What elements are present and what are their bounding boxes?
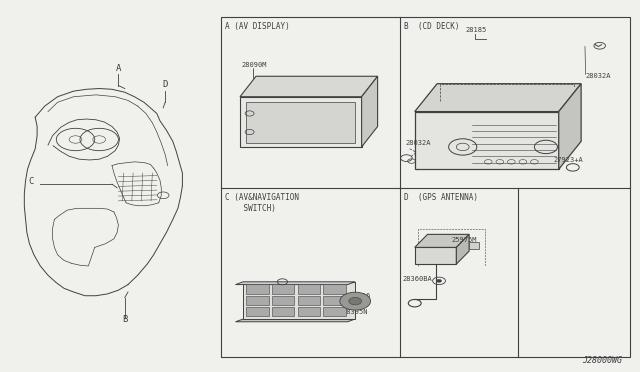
Text: C: C <box>28 177 33 186</box>
Text: A (AV DISPLAY): A (AV DISPLAY) <box>225 22 290 31</box>
Polygon shape <box>246 102 355 143</box>
Polygon shape <box>236 319 355 322</box>
Bar <box>420 127 431 134</box>
Bar <box>420 148 431 154</box>
Bar <box>436 127 447 134</box>
Polygon shape <box>415 84 581 112</box>
Text: C (AV&NAVIGATION
    SWITCH): C (AV&NAVIGATION SWITCH) <box>225 193 300 213</box>
Bar <box>298 295 320 305</box>
Text: 28395N: 28395N <box>342 310 368 315</box>
Bar <box>323 284 346 294</box>
Polygon shape <box>240 97 362 147</box>
Bar <box>420 158 431 165</box>
Polygon shape <box>362 76 378 147</box>
Text: 27923+A: 27923+A <box>554 157 583 163</box>
Polygon shape <box>456 234 469 264</box>
Polygon shape <box>415 247 456 264</box>
Text: 28032A: 28032A <box>586 73 611 79</box>
Text: B: B <box>122 315 127 324</box>
Polygon shape <box>240 76 378 97</box>
Bar <box>436 158 447 165</box>
Bar <box>298 307 320 316</box>
Polygon shape <box>243 282 355 319</box>
Circle shape <box>349 298 362 305</box>
Circle shape <box>436 279 442 282</box>
Text: J28000WG: J28000WG <box>582 356 622 365</box>
Text: 28090M: 28090M <box>242 62 268 68</box>
Bar <box>298 284 320 294</box>
Bar <box>436 137 447 144</box>
Text: A: A <box>116 64 121 73</box>
Bar <box>323 295 346 305</box>
Bar <box>420 137 431 144</box>
Bar <box>246 307 269 316</box>
Bar <box>246 295 269 305</box>
Text: 283A6: 283A6 <box>349 293 371 299</box>
Text: 28032A: 28032A <box>406 140 431 146</box>
Circle shape <box>340 292 371 310</box>
Bar <box>436 148 447 154</box>
Bar <box>272 284 294 294</box>
Text: 25975M: 25975M <box>452 237 477 243</box>
Text: B  (CD DECK): B (CD DECK) <box>404 22 460 31</box>
Text: 28185: 28185 <box>466 27 487 33</box>
Bar <box>272 295 294 305</box>
Polygon shape <box>236 282 355 285</box>
Polygon shape <box>559 84 581 169</box>
Bar <box>469 242 479 249</box>
Bar <box>272 307 294 316</box>
Polygon shape <box>415 234 469 247</box>
Text: 28360BA: 28360BA <box>403 276 432 282</box>
Text: D: D <box>163 80 168 89</box>
Polygon shape <box>415 112 559 169</box>
Bar <box>323 307 346 316</box>
Bar <box>246 284 269 294</box>
Text: D  (GPS ANTENNA): D (GPS ANTENNA) <box>404 193 479 202</box>
